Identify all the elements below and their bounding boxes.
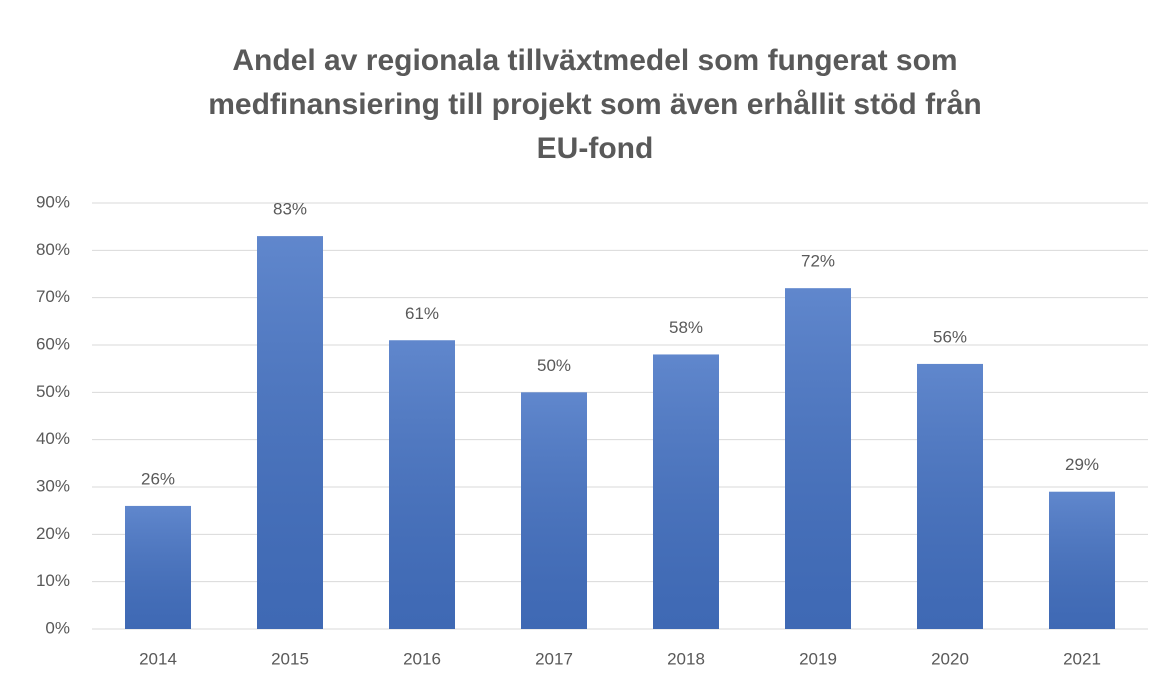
bar xyxy=(653,354,719,629)
bar xyxy=(257,236,323,629)
y-tick-label: 10% xyxy=(36,571,70,590)
bar xyxy=(1049,491,1115,629)
y-tick-label: 30% xyxy=(36,476,70,495)
chart-title: EU-fond xyxy=(537,132,654,165)
data-label: 26% xyxy=(141,469,175,488)
bar xyxy=(521,392,587,629)
x-tick-label: 2019 xyxy=(799,649,837,668)
data-label: 83% xyxy=(273,200,307,219)
chart-title: Andel av regionala tillväxtmedel som fun… xyxy=(232,44,957,77)
data-label: 50% xyxy=(537,356,571,375)
y-tick-label: 20% xyxy=(36,524,70,543)
bar xyxy=(125,505,191,629)
y-tick-label: 80% xyxy=(36,240,70,259)
data-label: 61% xyxy=(405,304,439,323)
x-tick-label: 2020 xyxy=(931,649,969,668)
bar xyxy=(785,288,851,629)
y-tick-label: 90% xyxy=(36,192,70,211)
data-label: 58% xyxy=(669,318,703,337)
x-tick-label: 2014 xyxy=(139,649,177,668)
chart-title: medfinansiering till projekt som även er… xyxy=(208,88,982,121)
data-label: 56% xyxy=(933,327,967,346)
x-tick-label: 2016 xyxy=(403,649,441,668)
x-tick-label: 2018 xyxy=(667,649,705,668)
bar xyxy=(917,363,983,629)
bar xyxy=(389,340,455,629)
x-tick-label: 2017 xyxy=(535,649,573,668)
y-tick-label: 0% xyxy=(45,618,70,637)
x-tick-label: 2015 xyxy=(271,649,309,668)
y-tick-label: 40% xyxy=(36,429,70,448)
data-label: 72% xyxy=(801,252,835,271)
y-tick-label: 60% xyxy=(36,334,70,353)
data-label: 29% xyxy=(1065,455,1099,474)
x-tick-label: 2021 xyxy=(1063,649,1101,668)
y-tick-label: 70% xyxy=(36,287,70,306)
y-tick-label: 50% xyxy=(36,382,70,401)
